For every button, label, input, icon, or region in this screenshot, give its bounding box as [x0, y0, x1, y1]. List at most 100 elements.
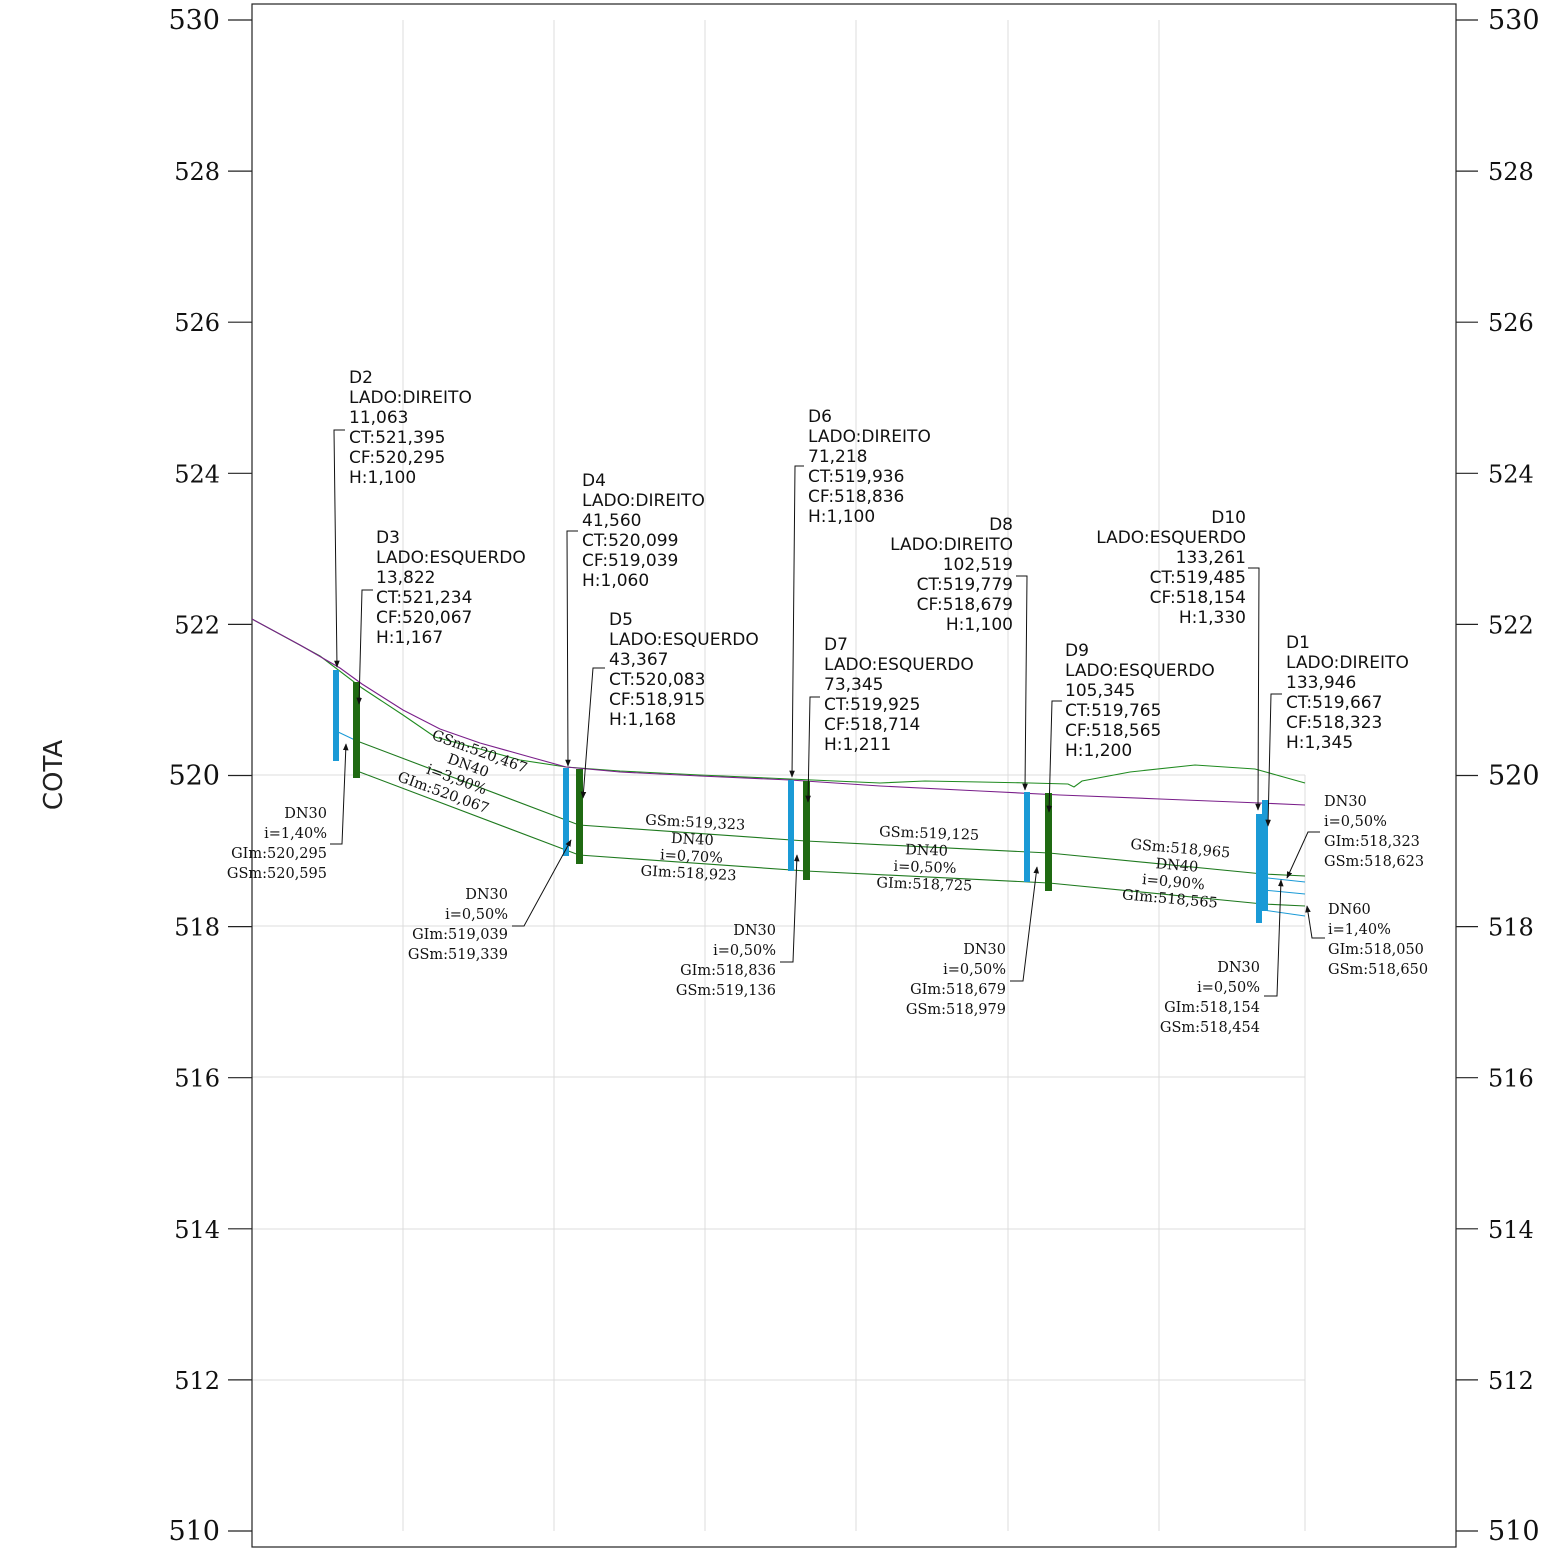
label-line: GSm:518,979	[906, 1002, 1006, 1018]
label-line: D4	[582, 471, 606, 491]
tick-label-right: 528	[1488, 158, 1534, 186]
structure-bar-d10	[1256, 814, 1262, 923]
label-line: 133,261	[1176, 548, 1246, 568]
tick-label-left: 512	[174, 1367, 220, 1395]
label-p-out: DN60 i=1,40% GIm:518,050 GSm:518,650	[1328, 902, 1428, 978]
label-d2: D2LADO:DIREITO11,063CT:521,395CF:520,295…	[349, 368, 472, 488]
label-line: GSm:519,323	[645, 813, 746, 834]
leader-d7	[805, 696, 820, 803]
tick-label-right: 512	[1488, 1367, 1534, 1395]
label-line: GSm:518,650	[1328, 962, 1428, 978]
label-p-d6: DN30 i=0,50% GIm:518,836 GSm:519,136	[676, 923, 776, 999]
label-p-d8: DN30 i=0,50% GIm:518,679 GSm:518,979	[906, 942, 1006, 1018]
label-line: 73,345	[824, 675, 883, 695]
label-line: CT:519,936	[808, 467, 904, 487]
y-axis-ticks: 530 530 528 528 526 526 524 524 522 522 520 520 518 5…	[168, 5, 1539, 1547]
label-line: D1	[1286, 633, 1310, 653]
tick-label-left: 520	[168, 761, 220, 792]
label-line: DN60	[1328, 902, 1371, 918]
label-line: GIm:520,295	[231, 846, 327, 862]
label-line: CT:519,779	[917, 575, 1013, 595]
label-line: CT:519,485	[1150, 568, 1246, 588]
tick-label-left: 510	[168, 1516, 220, 1547]
label-line: LADO:ESQUERDO	[609, 630, 759, 650]
leader-p-out	[1305, 905, 1325, 939]
label-line: i=0,50%	[1324, 814, 1387, 830]
label-line: GIm:518,725	[876, 875, 972, 894]
label-line: GSm:518,623	[1324, 854, 1424, 870]
label-line: CF:518,836	[808, 487, 904, 507]
leader-p-d4	[512, 839, 572, 927]
label-line: GIm:518,050	[1328, 942, 1424, 958]
label-line: LADO:ESQUERDO	[1096, 528, 1246, 548]
label-line: DN30	[1324, 794, 1367, 810]
label-line: i=0,90%	[1141, 872, 1205, 893]
leader-d4	[565, 530, 578, 767]
main-pipe-invert	[356, 770, 1306, 907]
leader-d8	[1016, 575, 1028, 791]
label-line: LADO:DIREITO	[349, 388, 472, 408]
label-d4: D4LADO:DIREITO41,560CT:520,099CF:519,039…	[582, 471, 705, 591]
tick-label-right: 518	[1488, 914, 1534, 942]
label-line: D2	[349, 368, 373, 388]
tick-label-right: 510	[1488, 1516, 1540, 1547]
tick-label-right: 514	[1488, 1216, 1534, 1244]
label-line: H:1,345	[1286, 733, 1353, 753]
leader-d6	[789, 465, 804, 778]
label-line: LADO:DIREITO	[808, 427, 931, 447]
label-line: CT:521,395	[349, 428, 445, 448]
label-line: i=0,50%	[943, 962, 1006, 978]
label-line: GIm:518,323	[1324, 834, 1420, 850]
label-line: CT:519,765	[1065, 701, 1161, 721]
label-line: 41,560	[582, 511, 641, 531]
label-line: LADO:ESQUERDO	[824, 655, 974, 675]
reference-line	[251, 618, 1306, 806]
structure-bar-d5	[576, 769, 583, 864]
tick-label-left: 522	[174, 611, 220, 639]
label-line: 105,345	[1065, 681, 1135, 701]
structure-bar-d6	[788, 780, 794, 871]
label-line: CF:518,323	[1286, 713, 1382, 733]
label-line: GSm:518,454	[1160, 1020, 1260, 1036]
structure-bar-d9	[1045, 793, 1052, 891]
label-line: D10	[1211, 508, 1246, 528]
connector-pipe	[1262, 889, 1306, 895]
structure-bar-d2	[333, 670, 339, 761]
label-line: i=1,40%	[264, 826, 327, 842]
label-line: H:1,200	[1065, 741, 1132, 761]
label-line: GSm:519,125	[879, 824, 980, 843]
label-line: 13,822	[376, 568, 435, 588]
label-p-d4: DN30 i=0,50% GIm:519,039 GSm:519,339	[408, 887, 508, 963]
leader-lines	[330, 429, 1325, 997]
label-line: D9	[1065, 641, 1089, 661]
tick-label-right: 530	[1488, 5, 1540, 36]
label-line: DN30	[465, 887, 508, 903]
label-line: CT:520,099	[582, 531, 678, 551]
structure-bar-d1	[1262, 800, 1268, 911]
leader-p-d2	[330, 743, 349, 845]
tick-label-left: 516	[174, 1065, 220, 1093]
tick-label-left: 524	[174, 460, 220, 488]
label-line: i=0,50%	[445, 907, 508, 923]
label-line: D5	[609, 610, 633, 630]
label-line: LADO:DIREITO	[890, 535, 1013, 555]
label-line: D8	[989, 515, 1013, 535]
label-line: LADO:ESQUERDO	[1065, 661, 1215, 681]
label-line: D3	[376, 528, 400, 548]
connector-pipe	[1267, 877, 1306, 883]
leader-d10	[1248, 567, 1261, 811]
tick-label-left: 530	[168, 5, 220, 36]
label-line: CT:520,083	[609, 670, 705, 690]
label-line: 11,063	[349, 408, 408, 428]
tick-label-left: 518	[174, 914, 220, 942]
label-line: CF:518,154	[1150, 588, 1246, 608]
leader-d2	[333, 429, 345, 668]
leader-p-d1	[1286, 831, 1320, 879]
label-line: GIm:518,836	[680, 963, 776, 979]
leader-d5	[580, 667, 605, 799]
label-line: H:1,060	[582, 571, 649, 591]
label-line: CF:520,067	[376, 608, 472, 628]
